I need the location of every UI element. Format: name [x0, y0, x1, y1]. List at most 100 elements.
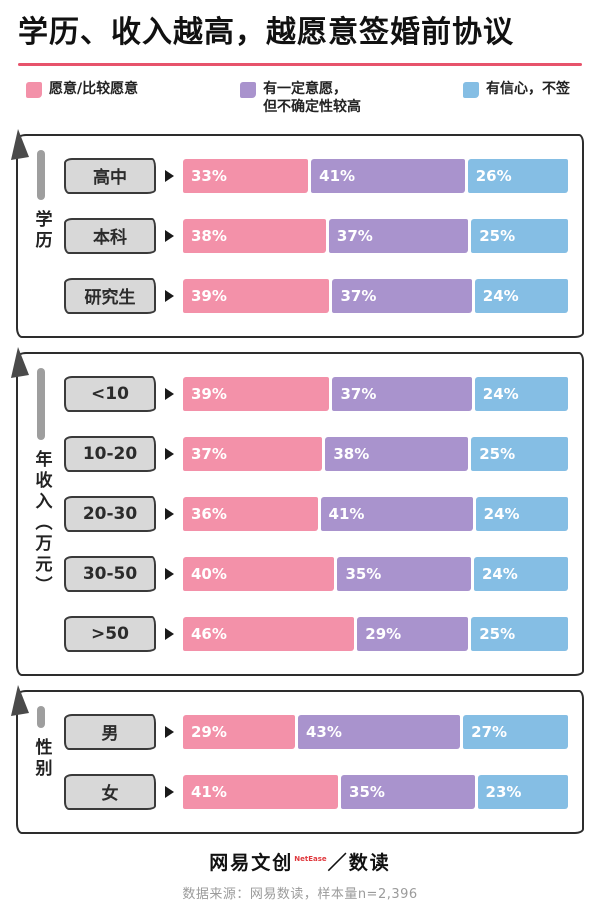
category-label: 研究生: [64, 277, 156, 314]
bar-row: 男 29% 43% 27%: [64, 713, 568, 751]
row-pointer-icon: [165, 627, 174, 640]
legend-label: 有一定意愿， 但不确定性较高: [263, 80, 362, 115]
category-label: <10: [64, 375, 156, 412]
bar-row: 30-50 40% 35% 24%: [64, 555, 568, 593]
bar-segment-1: 29%: [183, 714, 295, 749]
series-brand-name: 数读: [348, 851, 391, 874]
footer: 网易文创NetEase／数读 数据来源：网易数读，样本量n=2,396: [16, 848, 584, 902]
brand-slash: ／: [327, 851, 349, 874]
category-label: 高中: [64, 157, 156, 194]
bar-segment-2: 41%: [320, 496, 473, 531]
group-axis-tick: [37, 367, 45, 440]
bar-segment-2: 35%: [341, 774, 475, 809]
bar-segment-3: 24%: [474, 376, 568, 411]
legend: 愿意/比较愿意 有一定意愿， 但不确定性较高 有信心，不签: [26, 80, 570, 120]
brand-name: 网易文创: [209, 851, 294, 874]
bar-segment-1: 46%: [183, 616, 355, 651]
bar-segment-3: 25%: [471, 616, 568, 651]
stacked-bar: 29% 43% 27%: [183, 714, 568, 749]
bar-row: <10 39% 37% 24%: [64, 375, 568, 413]
category-label: 20-30: [64, 495, 156, 532]
bar-segment-2: 29%: [357, 616, 469, 651]
page-title: 学历、收入越高，越愿意签婚前协议: [18, 15, 514, 50]
bar-row: 20-30 36% 41% 24%: [64, 495, 568, 533]
row-pointer-icon: [165, 725, 174, 738]
group-rows: <10 39% 37% 24% 10-20 37% 38% 25% 20-30 36% 41% 24%…: [64, 364, 568, 664]
group-axis-column: 性别: [18, 702, 64, 822]
bar-row: 高中 33% 41% 26%: [64, 157, 568, 195]
bar-segment-2: 41%: [311, 158, 465, 193]
bar-segment-2: 35%: [337, 556, 471, 591]
bar-segment-1: 36%: [183, 496, 318, 531]
row-pointer-icon: [165, 169, 174, 182]
bar-segment-3: 23%: [477, 774, 568, 809]
stacked-bar: 41% 35% 23%: [183, 774, 568, 809]
brand-name-en: NetEase: [294, 855, 327, 864]
stacked-bar: 46% 29% 25%: [183, 616, 568, 651]
bar-segment-3: 24%: [473, 556, 568, 591]
bar-segment-3: 27%: [463, 714, 568, 749]
category-label: >50: [64, 615, 156, 652]
stacked-bar: 36% 41% 24%: [183, 496, 568, 531]
group-title: 学历: [31, 209, 52, 252]
chart-group-2: 年收入（万元） <10 39% 37% 24% 10-20 37% 38% 25% 20-30 36…: [11, 346, 584, 676]
row-pointer-icon: [165, 229, 174, 242]
group-title: 性别: [31, 737, 52, 780]
stacked-bar: 39% 37% 24%: [183, 278, 568, 313]
bar-segment-1: 40%: [183, 556, 335, 591]
bar-segment-3: 25%: [471, 218, 568, 253]
row-pointer-icon: [165, 785, 174, 798]
chart-sections: 学历 高中 33% 41% 26% 本科 38% 37% 25% 研究生 39% 37% 24% 年收入（…: [11, 128, 584, 834]
bar-segment-2: 37%: [332, 376, 472, 411]
category-label: 30-50: [64, 555, 156, 592]
bar-segment-1: 38%: [183, 218, 326, 253]
bar-row: 研究生 39% 37% 24%: [64, 277, 568, 315]
category-label: 10-20: [64, 435, 156, 472]
group-rows: 高中 33% 41% 26% 本科 38% 37% 25% 研究生 39% 37% 24%: [64, 146, 568, 326]
group-rows: 男 29% 43% 27% 女 41% 35% 23%: [64, 702, 568, 822]
brand-logo: 网易文创NetEase／数读: [16, 848, 584, 875]
bar-segment-3: 24%: [475, 496, 568, 531]
bar-row: >50 46% 29% 25%: [64, 615, 568, 653]
category-label: 女: [64, 773, 156, 810]
row-pointer-icon: [165, 447, 174, 460]
bar-segment-3: 25%: [471, 436, 568, 471]
category-label: 男: [64, 713, 156, 750]
stacked-bar: 39% 37% 24%: [183, 376, 568, 411]
legend-label: 愿意/比较愿意: [49, 80, 139, 97]
bar-segment-2: 43%: [297, 714, 461, 749]
bar-segment-1: 39%: [183, 376, 330, 411]
legend-blue-swatch-icon: [463, 81, 479, 98]
legend-label: 有信心，不签: [486, 80, 570, 97]
stacked-bar: 40% 35% 24%: [183, 556, 568, 591]
row-pointer-icon: [165, 387, 174, 400]
stacked-bar: 38% 37% 25%: [183, 218, 568, 253]
legend-item-willing: 愿意/比较愿意: [26, 80, 138, 98]
bar-segment-3: 26%: [467, 158, 568, 193]
chart-group-1: 学历 高中 33% 41% 26% 本科 38% 37% 25% 研究生 39% 37% 24%: [11, 128, 584, 338]
legend-item-uncertain: 有一定意愿， 但不确定性较高: [240, 80, 361, 116]
bar-segment-2: 38%: [325, 436, 469, 471]
row-pointer-icon: [165, 507, 174, 520]
bar-segment-1: 33%: [183, 158, 309, 193]
group-axis-column: 学历: [18, 146, 64, 326]
data-source-note: 数据来源：网易数读，样本量n=2,396: [182, 886, 418, 902]
group-axis-tick: [37, 705, 45, 728]
bar-segment-2: 37%: [328, 218, 469, 253]
bar-row: 本科 38% 37% 25%: [64, 217, 568, 255]
bar-segment-3: 24%: [474, 278, 568, 313]
stacked-bar: 37% 38% 25%: [183, 436, 568, 471]
bar-segment-1: 39%: [183, 278, 330, 313]
row-pointer-icon: [165, 289, 174, 302]
legend-item-confident-no-sign: 有信心，不签: [463, 80, 570, 98]
group-axis-tick: [37, 149, 45, 200]
bar-segment-1: 37%: [183, 436, 323, 471]
title-underline: [18, 62, 582, 66]
stacked-bar: 33% 41% 26%: [183, 158, 568, 193]
group-title: 年收入（万元）: [31, 449, 52, 597]
legend-purple-swatch-icon: [240, 81, 257, 98]
legend-pink-swatch-icon: [26, 81, 42, 98]
bar-segment-2: 37%: [332, 278, 472, 313]
row-pointer-icon: [165, 567, 174, 580]
